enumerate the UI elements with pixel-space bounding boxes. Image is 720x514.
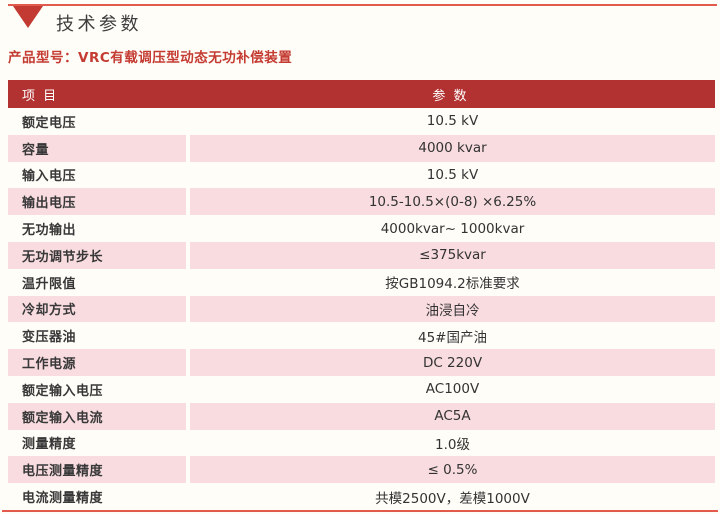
- row-item-label: 输入电压: [22, 169, 77, 185]
- row-item-label: 电压测量精度: [8, 456, 186, 484]
- top-accent-rule: [8, 4, 717, 6]
- row-item-label: 输出电压: [8, 188, 186, 216]
- table-row: 输出电压 10.5-10.5×(0-8) ×6.25%: [8, 188, 715, 216]
- row-item-label: 额定输入电压: [22, 383, 104, 399]
- row-param-value: AC5A: [190, 402, 715, 430]
- row-param-value: ≤375kvar: [190, 241, 715, 269]
- row-param-value: 4000 kvar: [190, 134, 715, 162]
- row-item-label: 冷却方式: [8, 295, 186, 323]
- row-item-label: 无功输出: [22, 223, 77, 239]
- row-item-label: 变压器油: [22, 330, 77, 346]
- row-param-value: 10.5 kV: [426, 113, 479, 130]
- row-item-label: 工作电源: [8, 349, 186, 376]
- row-param-value: 油浸自冷: [190, 295, 715, 323]
- table-row: 测量精度 1.0级: [8, 430, 715, 457]
- row-param-value: 共模2500V，差模1000V: [375, 490, 530, 507]
- table-row: 无功调节步长 ≤375kvar: [8, 241, 715, 269]
- table-row: 额定输入电流 AC5A: [8, 402, 715, 430]
- row-param-value: AC100V: [425, 381, 480, 398]
- table-row: 电流测量精度 共模2500V，差模1000V: [8, 483, 715, 510]
- row-param-value: 4000kvar~ 1000kvar: [380, 220, 525, 237]
- row-param-value: 10.5 kV: [426, 166, 479, 183]
- row-param-value: DC 220V: [190, 349, 715, 376]
- triangle-down-icon: [13, 6, 43, 28]
- spec-table: 项 目 参 数 额定电压 10.5 kV 容量 4000 kvar 输入电压 1…: [8, 80, 715, 510]
- row-param-value: 1.0级: [435, 436, 470, 453]
- row-param-value: 按GB1094.2标准要求: [385, 276, 520, 293]
- table-row: 温升限值 按GB1094.2标准要求: [8, 269, 715, 296]
- table-row: 无功输出 4000kvar~ 1000kvar: [8, 215, 715, 242]
- table-row: 额定电压 10.5 kV: [8, 108, 715, 135]
- row-param-value: 45#国产油: [418, 329, 487, 346]
- row-param-value: 10.5-10.5×(0-8) ×6.25%: [190, 188, 715, 216]
- row-item-label: 温升限值: [22, 276, 77, 292]
- column-header-item: 项 目: [22, 88, 59, 104]
- bottom-accent-rule: [2, 510, 718, 512]
- table-row: 容量 4000 kvar: [8, 134, 715, 162]
- table-header-row: 项 目 参 数: [8, 80, 715, 108]
- row-item-label: 额定电压: [22, 115, 77, 131]
- table-row: 工作电源 DC 220V: [8, 349, 715, 376]
- table-row: 变压器油 45#国产油: [8, 322, 715, 349]
- table-row: 输入电压 10.5 kV: [8, 162, 715, 189]
- table-row: 冷却方式 油浸自冷: [8, 295, 715, 323]
- column-header-param: 参 数: [432, 88, 469, 104]
- row-item-label: 无功调节步长: [8, 241, 186, 269]
- row-item-label: 容量: [8, 134, 186, 162]
- table-row: 电压测量精度 ≤ 0.5%: [8, 456, 715, 484]
- row-item-label: 测量精度: [22, 437, 77, 453]
- product-model-line: 产品型号：VRC有载调压型动态无功补偿装置: [8, 50, 293, 66]
- row-param-value: ≤ 0.5%: [190, 456, 715, 484]
- table-row: 额定输入电压 AC100V: [8, 376, 715, 403]
- row-item-label: 电流测量精度: [22, 491, 104, 507]
- row-item-label: 额定输入电流: [8, 402, 186, 430]
- section-title: 技术参数: [56, 14, 142, 35]
